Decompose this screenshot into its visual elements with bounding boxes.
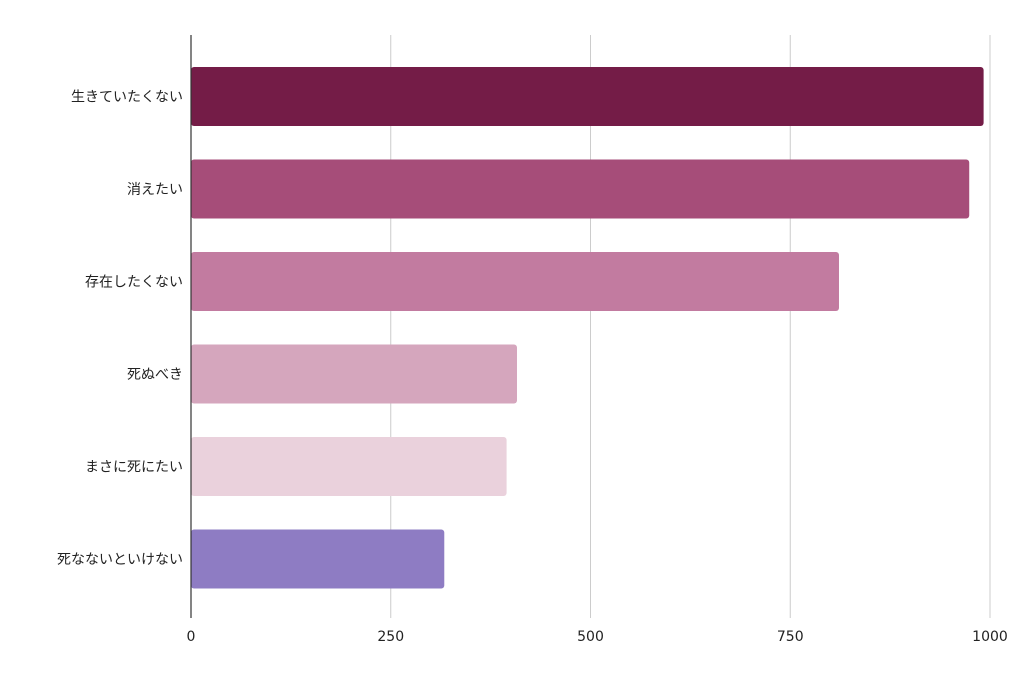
x-tick-label: 0	[187, 629, 196, 645]
y-tick-label: 死なないといけない	[57, 552, 183, 568]
bar	[191, 159, 970, 219]
x-tick-label: 250	[377, 629, 404, 645]
y-tick-label: 存在したくない	[85, 275, 183, 291]
y-tick-label: 死ぬべき	[127, 367, 183, 383]
bar	[191, 252, 839, 311]
y-tick-label: まさに死にたい	[85, 460, 183, 476]
x-tick-label: 500	[577, 629, 604, 645]
x-tick-label: 750	[777, 629, 804, 645]
bar	[191, 67, 984, 126]
bar	[191, 529, 445, 589]
bar	[191, 437, 507, 496]
y-tick-label: 生きていたくない	[71, 90, 183, 106]
y-tick-label: 消えたい	[127, 182, 183, 198]
bar	[191, 344, 517, 404]
x-tick-label: 1000	[972, 629, 1008, 645]
